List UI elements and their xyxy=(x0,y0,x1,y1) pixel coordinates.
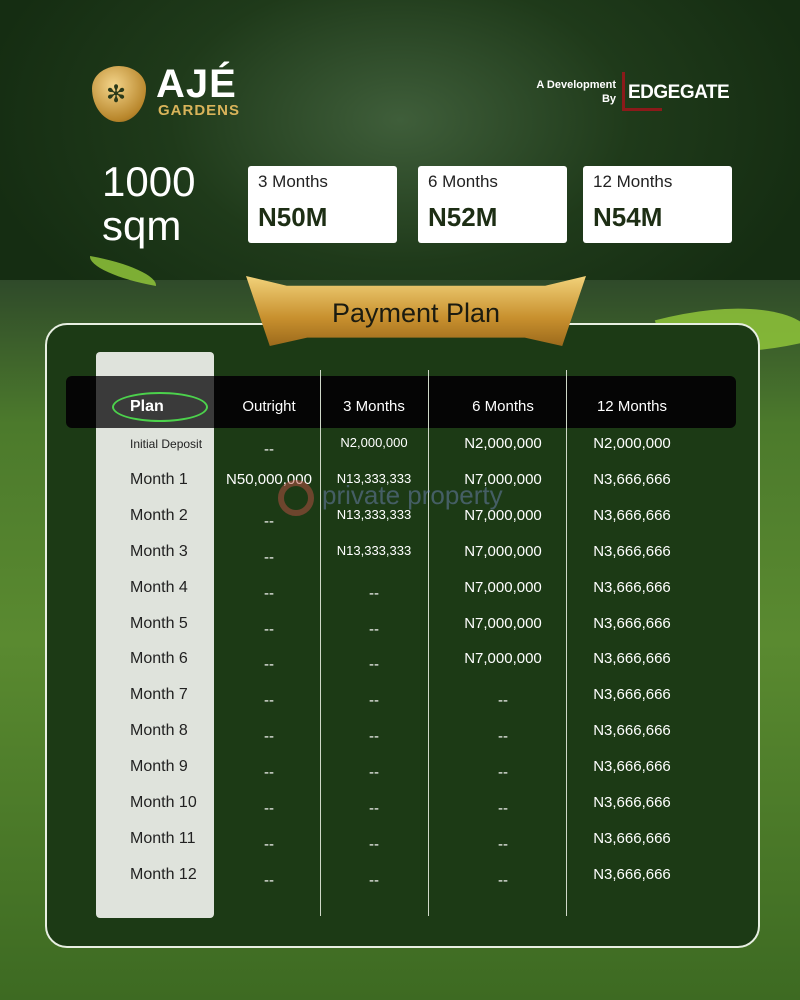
table-cell: N3,666,666 xyxy=(593,614,671,632)
table-cell: N7,000,000 xyxy=(464,542,542,560)
table-cell: N7,000,000 xyxy=(464,578,542,596)
row-label: Month 1 xyxy=(130,470,188,488)
table-cell: -- xyxy=(264,728,274,746)
table-cell: -- xyxy=(498,764,508,782)
developer-name: EDGEGATE xyxy=(628,82,730,103)
table-cell: -- xyxy=(369,835,379,853)
price-card: 6 Months N52M xyxy=(418,166,567,243)
brand-sub: GARDENS xyxy=(158,102,241,119)
table-cell: N3,666,666 xyxy=(593,829,671,847)
header-3-months: 3 Months xyxy=(343,398,405,415)
banner-ribbon xyxy=(246,276,586,346)
price-term: 6 Months xyxy=(428,172,498,191)
table-cell: N13,333,333 xyxy=(336,542,412,558)
banner-title: Payment Plan xyxy=(331,298,501,328)
header-plan: Plan xyxy=(130,398,164,415)
row-label: Month 5 xyxy=(130,614,188,632)
highlight-circle xyxy=(112,392,208,422)
table-cell: N7,000,000 xyxy=(464,470,542,488)
row-label: Month 8 xyxy=(130,722,188,740)
developer-logo-mark xyxy=(622,108,662,111)
table-cell: N2,000,000 xyxy=(593,435,671,452)
table-cell: N3,666,666 xyxy=(593,722,671,740)
plot-size-value: 1000 xyxy=(102,158,196,205)
table-cell: N3,666,666 xyxy=(593,542,671,560)
logo-icon: ✻ xyxy=(92,66,146,122)
row-label: Month 12 xyxy=(130,865,197,883)
price-value: N52M xyxy=(428,202,498,232)
row-label: Month 3 xyxy=(130,542,188,560)
table-cell: -- xyxy=(369,800,379,817)
table-cell: -- xyxy=(369,620,379,638)
table-cell: -- xyxy=(264,692,274,710)
table-cell: N2,000,000 xyxy=(464,435,542,452)
row-label: Month 10 xyxy=(130,794,197,811)
table-cell: -- xyxy=(369,764,379,782)
table-cell: N3,666,666 xyxy=(593,470,671,488)
brand-name: AJÉ xyxy=(156,62,237,106)
table-cell: -- xyxy=(264,584,274,602)
header-6-months: 6 Months xyxy=(472,398,534,415)
table-cell: -- xyxy=(264,548,274,566)
table-cell: -- xyxy=(264,871,274,889)
row-label: Month 4 xyxy=(130,578,188,596)
table-cell: -- xyxy=(264,620,274,638)
table-cell: -- xyxy=(498,800,508,817)
table-cell: -- xyxy=(369,584,379,602)
row-label: Month 6 xyxy=(130,650,188,668)
table-cell: -- xyxy=(498,871,508,889)
table-cell: N2,000,000 xyxy=(340,435,408,450)
table-cell: N3,666,666 xyxy=(593,686,671,704)
table-cell: N3,666,666 xyxy=(593,758,671,776)
table-cell: -- xyxy=(264,656,274,674)
row-label: Month 7 xyxy=(130,686,188,704)
table-cell: N7,000,000 xyxy=(464,506,542,524)
table-cell: N3,666,666 xyxy=(593,506,671,524)
price-term: 12 Months xyxy=(593,172,673,191)
table-cell: -- xyxy=(369,692,379,710)
table-cell: N3,666,666 xyxy=(593,578,671,596)
price-term: 3 Months xyxy=(258,172,328,191)
table-cell: N3,666,666 xyxy=(593,650,671,668)
price-value: N54M xyxy=(593,202,663,232)
row-label: Initial Deposit xyxy=(130,437,203,451)
header-12-months: 12 Months xyxy=(596,398,668,415)
column-divider xyxy=(320,370,321,916)
table-cell: N3,666,666 xyxy=(593,865,671,883)
table-cell: -- xyxy=(264,835,274,853)
table-cell: -- xyxy=(498,835,508,853)
price-card: 3 Months N50M xyxy=(248,166,397,243)
table-cell: -- xyxy=(369,656,379,674)
watermark-logo-icon xyxy=(278,480,314,516)
price-value: N50M xyxy=(258,202,328,232)
table-cell: -- xyxy=(498,728,508,746)
table-cell: -- xyxy=(264,441,274,458)
table-cell: N13,333,333 xyxy=(336,506,412,522)
table-cell: -- xyxy=(369,728,379,746)
row-label: Month 11 xyxy=(130,829,196,847)
table-cell: -- xyxy=(264,764,274,782)
table-cell: -- xyxy=(498,692,508,710)
watermark: private property xyxy=(322,480,503,510)
plan-column-background xyxy=(96,352,214,918)
table-cell: N7,000,000 xyxy=(464,614,542,632)
header-outright: Outright xyxy=(242,398,296,415)
plot-size-unit: sqm xyxy=(102,202,182,249)
table-cell: -- xyxy=(264,800,274,817)
column-divider xyxy=(428,370,429,916)
developer-prefix: A Development By xyxy=(536,79,616,105)
table-cell: -- xyxy=(369,871,379,889)
table-cell: -- xyxy=(264,512,274,530)
column-divider xyxy=(566,370,567,916)
developer-logo-mark xyxy=(622,72,625,110)
table-cell: N7,000,000 xyxy=(464,650,542,668)
row-label: Month 9 xyxy=(130,758,188,776)
plot-size: 1000 sqm xyxy=(102,160,195,248)
row-label: Month 2 xyxy=(130,506,188,524)
table-cell: N13,333,333 xyxy=(336,470,412,486)
table-cell: N3,666,666 xyxy=(593,794,671,811)
price-card: 12 Months N54M xyxy=(583,166,732,243)
